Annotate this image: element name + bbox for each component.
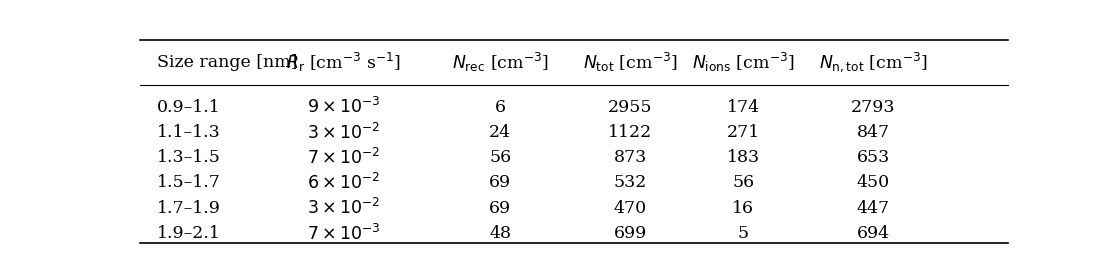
Text: 2793: 2793 xyxy=(851,99,896,116)
Text: 447: 447 xyxy=(857,200,890,217)
Text: 271: 271 xyxy=(727,124,759,141)
Text: 174: 174 xyxy=(727,99,759,116)
Text: 470: 470 xyxy=(614,200,647,217)
Text: 847: 847 xyxy=(857,124,890,141)
Text: 69: 69 xyxy=(489,200,512,217)
Text: 183: 183 xyxy=(727,149,759,166)
Text: 1.9–2.1: 1.9–2.1 xyxy=(157,225,222,242)
Text: $N_{\mathrm{rec}}$ [cm$^{-3}$]: $N_{\mathrm{rec}}$ [cm$^{-3}$] xyxy=(451,51,549,74)
Text: 653: 653 xyxy=(857,149,890,166)
Text: $7 \times 10^{-2}$: $7 \times 10^{-2}$ xyxy=(307,148,381,168)
Text: 450: 450 xyxy=(857,175,890,192)
Text: 1122: 1122 xyxy=(608,124,653,141)
Text: 1.1–1.3: 1.1–1.3 xyxy=(157,124,221,141)
Text: 5: 5 xyxy=(738,225,749,242)
Text: $R_{\mathrm{r}}$ [cm$^{-3}$ s$^{-1}$]: $R_{\mathrm{r}}$ [cm$^{-3}$ s$^{-1}$] xyxy=(287,51,401,74)
Text: 1.3–1.5: 1.3–1.5 xyxy=(157,149,222,166)
Text: 532: 532 xyxy=(614,175,647,192)
Text: 48: 48 xyxy=(489,225,511,242)
Text: 699: 699 xyxy=(614,225,647,242)
Text: 56: 56 xyxy=(489,149,512,166)
Text: 1.7–1.9: 1.7–1.9 xyxy=(157,200,222,217)
Text: $9 \times 10^{-3}$: $9 \times 10^{-3}$ xyxy=(307,97,381,117)
Text: $6 \times 10^{-2}$: $6 \times 10^{-2}$ xyxy=(307,173,381,193)
Text: 6: 6 xyxy=(495,99,506,116)
Text: $3 \times 10^{-2}$: $3 \times 10^{-2}$ xyxy=(307,198,381,218)
Text: $7 \times 10^{-3}$: $7 \times 10^{-3}$ xyxy=(307,224,381,244)
Text: $N_{\mathrm{ions}}$ [cm$^{-3}$]: $N_{\mathrm{ions}}$ [cm$^{-3}$] xyxy=(692,51,794,74)
Text: $N_{\mathrm{n,tot}}$ [cm$^{-3}$]: $N_{\mathrm{n,tot}}$ [cm$^{-3}$] xyxy=(819,50,927,74)
Text: 873: 873 xyxy=(614,149,647,166)
Text: $N_{\mathrm{tot}}$ [cm$^{-3}$]: $N_{\mathrm{tot}}$ [cm$^{-3}$] xyxy=(584,51,678,74)
Text: 2955: 2955 xyxy=(608,99,653,116)
Text: Size range [nm]: Size range [nm] xyxy=(157,54,298,71)
Text: 24: 24 xyxy=(489,124,512,141)
Text: 69: 69 xyxy=(489,175,512,192)
Text: 694: 694 xyxy=(857,225,890,242)
Text: 1.5–1.7: 1.5–1.7 xyxy=(157,175,222,192)
Text: 16: 16 xyxy=(732,200,754,217)
Text: 56: 56 xyxy=(732,175,755,192)
Text: $3 \times 10^{-2}$: $3 \times 10^{-2}$ xyxy=(307,122,381,143)
Text: 0.9–1.1: 0.9–1.1 xyxy=(157,99,221,116)
